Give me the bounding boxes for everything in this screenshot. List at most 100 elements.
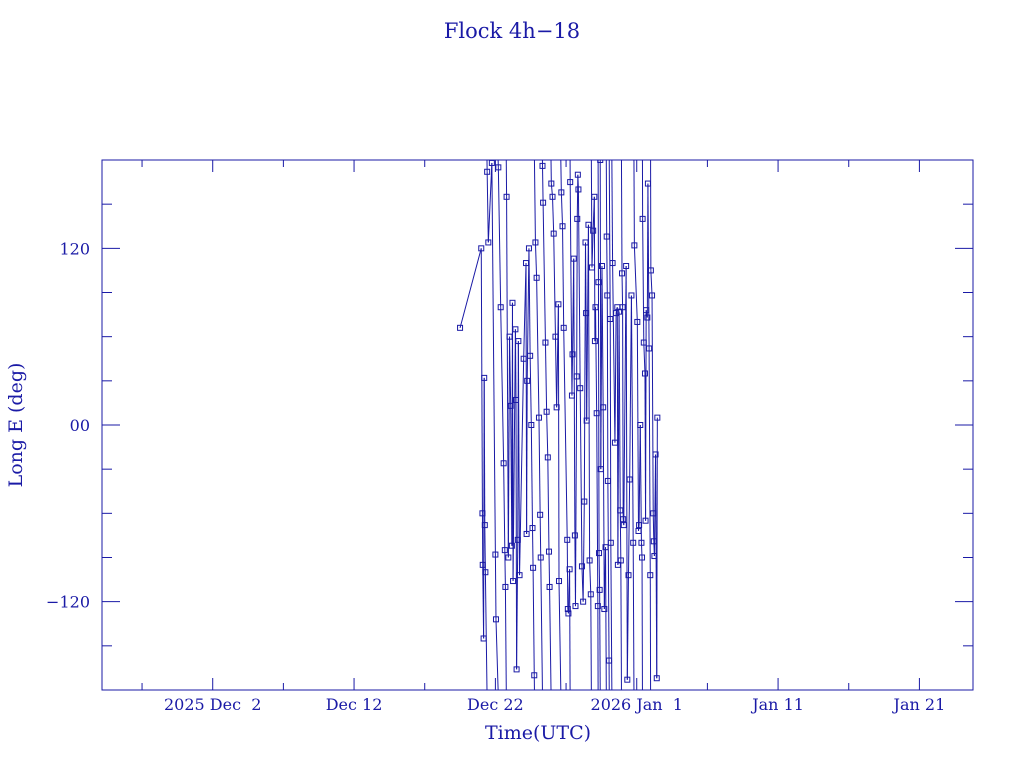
series-0-point bbox=[581, 498, 588, 505]
series-0-point bbox=[642, 517, 649, 524]
series-0-point bbox=[560, 324, 567, 331]
series-0-segment bbox=[506, 196, 509, 558]
series-0-segment bbox=[642, 218, 645, 343]
series-0-point bbox=[506, 333, 513, 340]
series-0-segment bbox=[512, 329, 516, 582]
series-0-segment bbox=[504, 550, 506, 587]
series-0-segment bbox=[553, 233, 556, 337]
series-0-segment bbox=[622, 307, 624, 520]
series-0-segment bbox=[576, 218, 578, 377]
series-0-point bbox=[573, 373, 580, 380]
series-0-point bbox=[532, 239, 539, 246]
series-0-segment bbox=[651, 295, 654, 514]
series-0-point bbox=[510, 578, 517, 585]
series-0-point bbox=[492, 551, 499, 558]
series-0-point bbox=[497, 304, 504, 311]
series-0-point bbox=[634, 318, 641, 325]
x-tick-label: 2026 Jan 1 bbox=[591, 695, 683, 714]
series-0-segment bbox=[610, 542, 613, 690]
series-0-point bbox=[507, 402, 514, 409]
series-0-segment bbox=[599, 589, 601, 690]
series-0-point bbox=[644, 180, 651, 187]
series-0-segment bbox=[486, 171, 489, 243]
series-0-point bbox=[502, 583, 509, 590]
series-0-segment bbox=[566, 539, 569, 610]
series-0-segment bbox=[596, 413, 599, 607]
series-0-segment bbox=[632, 542, 635, 690]
series-0-point bbox=[592, 304, 599, 311]
series-0-segment bbox=[544, 342, 548, 412]
series-0-point bbox=[514, 536, 521, 543]
series-0-point bbox=[654, 414, 661, 421]
series-0-point bbox=[555, 578, 562, 585]
series-0-point bbox=[619, 270, 626, 277]
series-0-point bbox=[505, 554, 512, 561]
series-0-point bbox=[530, 564, 537, 571]
series-0-point bbox=[641, 370, 648, 377]
x-tick-label: Jan 11 bbox=[750, 695, 804, 714]
series-0-segment bbox=[625, 265, 628, 680]
series-0-point bbox=[492, 616, 499, 623]
series-0-point bbox=[623, 263, 630, 269]
series-0-point bbox=[600, 404, 607, 411]
series-0-point bbox=[552, 333, 559, 340]
series-0-point bbox=[481, 374, 488, 381]
series-0-point bbox=[516, 572, 523, 579]
series-0-point bbox=[574, 215, 581, 222]
series-0-segment bbox=[547, 457, 550, 552]
series-0-point bbox=[604, 292, 611, 299]
series-0-segment bbox=[629, 295, 632, 480]
series-0-point bbox=[543, 408, 550, 415]
series-0-point bbox=[457, 324, 464, 331]
series-0-point bbox=[520, 355, 527, 362]
series-0-point bbox=[588, 264, 595, 271]
series-0-segment bbox=[627, 479, 631, 576]
series-0-point bbox=[513, 396, 520, 403]
series-0-segment bbox=[534, 242, 538, 278]
series-0-segment bbox=[517, 341, 521, 576]
series-0-point bbox=[626, 476, 633, 483]
series-0-point bbox=[503, 193, 510, 200]
series-0-point bbox=[602, 544, 609, 551]
series-0-point bbox=[643, 307, 650, 314]
y-axis-ticks: 120 00 −120 bbox=[46, 159, 973, 691]
series-0-point bbox=[616, 308, 623, 315]
series-0-point bbox=[596, 586, 603, 593]
series-0-segment bbox=[647, 183, 650, 349]
y-axis-label: Long E (deg) bbox=[5, 363, 27, 488]
series-0-point bbox=[597, 466, 604, 473]
series-0-segment bbox=[571, 354, 574, 396]
chart-title: Flock 4h−18 bbox=[444, 19, 580, 43]
series-0-segment bbox=[529, 355, 532, 426]
series-0-point bbox=[572, 603, 579, 610]
series-0-point bbox=[550, 230, 557, 237]
series-0-segment bbox=[648, 348, 651, 576]
series-0-point bbox=[595, 279, 602, 286]
y-tick-label: −120 bbox=[46, 593, 90, 612]
series-0-point bbox=[607, 316, 614, 322]
series-0-point bbox=[597, 160, 604, 163]
series-0-segment bbox=[483, 377, 486, 526]
series-0-segment bbox=[484, 572, 488, 690]
series-0-point bbox=[647, 267, 654, 274]
series-0-point bbox=[598, 263, 605, 269]
series-0-point bbox=[649, 292, 656, 299]
series-0-segment bbox=[598, 553, 601, 590]
series-0-segment bbox=[621, 273, 624, 308]
series-0-point bbox=[603, 233, 610, 240]
series-0-point bbox=[539, 162, 546, 169]
series-0-segment bbox=[557, 304, 560, 582]
series-0-point bbox=[638, 539, 645, 546]
series-0-segment bbox=[495, 619, 499, 690]
series-0-point bbox=[537, 554, 544, 561]
series-0-point bbox=[620, 522, 627, 529]
series-0-segment bbox=[538, 417, 541, 515]
series-0-point bbox=[609, 260, 616, 267]
series-0-segment bbox=[656, 417, 658, 679]
series-0-segment bbox=[607, 480, 610, 661]
series-0-point bbox=[630, 539, 637, 546]
series-0-segment bbox=[531, 528, 534, 568]
series-0-point bbox=[513, 666, 520, 673]
data-series bbox=[457, 160, 661, 690]
series-0-segment bbox=[582, 501, 585, 602]
